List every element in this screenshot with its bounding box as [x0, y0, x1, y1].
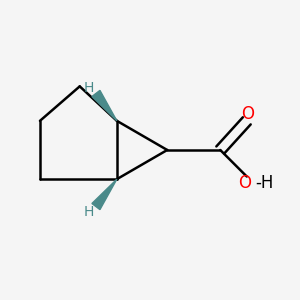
Polygon shape: [92, 90, 117, 121]
Text: -H: -H: [255, 174, 273, 192]
Text: H: H: [84, 205, 94, 219]
Text: O: O: [238, 174, 250, 192]
Polygon shape: [92, 179, 117, 210]
Text: O: O: [241, 105, 254, 123]
Text: H: H: [84, 81, 94, 95]
